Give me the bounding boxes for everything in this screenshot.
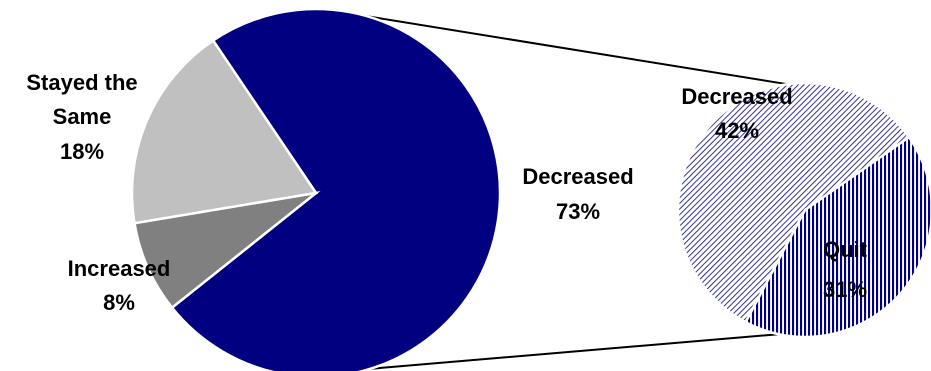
label-stayed-line1: Stayed the [26, 70, 137, 95]
label-stayed-value: 18% [60, 139, 104, 164]
label-decreased-value: 73% [556, 199, 600, 224]
label-increased-name: Increased [68, 256, 171, 281]
label-sub-decreased-value: 42% [715, 118, 759, 143]
label-quit-name: Quit [823, 237, 868, 262]
main-slice-stayed-the-same [130, 38, 319, 225]
breakdown-slice-quit [743, 135, 931, 339]
main-slice-increased [133, 190, 321, 310]
label-increased-value: 8% [103, 290, 135, 315]
breakdown-slice-decreased [676, 81, 911, 324]
connector-line-bottom [367, 333, 779, 370]
label-decreased-name: Decreased [522, 164, 633, 189]
connector-line-top [352, 13, 788, 86]
label-quit-value: 31% [823, 277, 867, 302]
label-stayed-line2: Same [53, 104, 112, 129]
label-sub-decreased-name: Decreased [681, 84, 792, 109]
